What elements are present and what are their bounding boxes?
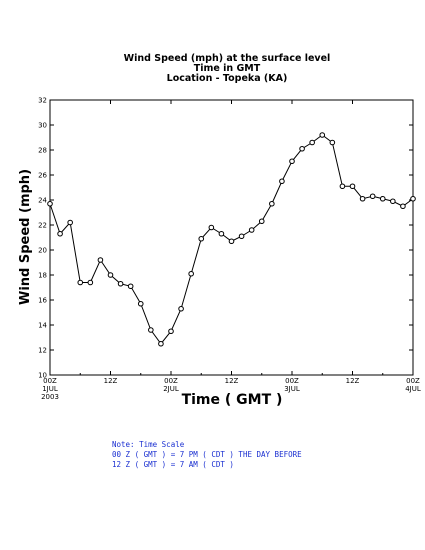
y-tick-label: 10 — [38, 372, 47, 380]
y-tick-label: 26 — [38, 172, 47, 180]
data-point — [369, 193, 376, 200]
y-tick-label: 22 — [38, 222, 47, 230]
data-point — [188, 270, 194, 277]
data-point — [57, 230, 63, 237]
data-point — [87, 279, 94, 286]
note-line-12z: 12 Z ( GMT ) = 7 AM ( CDT ) — [112, 460, 234, 469]
data-point — [359, 195, 366, 202]
x-tick-label: 4JUL — [405, 385, 421, 393]
note-line-00z: 00 Z ( GMT ) = 7 PM ( CDT ) THE DAY BEFO… — [112, 450, 302, 459]
data-point — [390, 198, 396, 205]
plot-area-frame — [49, 99, 414, 376]
y-tick-label: 12 — [38, 347, 47, 355]
data-point — [117, 280, 124, 287]
x-tick-label: 3JUL — [284, 385, 300, 393]
y-tick-label: 16 — [38, 297, 47, 305]
data-point — [309, 139, 315, 146]
data-point — [299, 145, 305, 152]
data-point — [269, 200, 275, 207]
x-tick-label: 2003 — [41, 393, 59, 401]
y-tick-label: 18 — [38, 272, 47, 280]
data-point — [410, 195, 416, 202]
data-point — [168, 328, 174, 335]
data-point — [379, 195, 386, 202]
data-point — [228, 238, 235, 245]
x-tick-label: 12Z — [225, 377, 239, 385]
data-point — [400, 203, 406, 210]
wind-speed-series — [47, 132, 416, 347]
y-axis-ticks: 10 12 14 16 18 20 22 24 26 28 30 32 — [38, 97, 413, 380]
chart-title-block: Wind Speed (mph) at the surface level Ti… — [124, 53, 331, 84]
chart-subtitle-time: Time in GMT — [194, 63, 261, 74]
x-tick-label: 12Z — [104, 377, 118, 385]
data-point — [329, 139, 336, 146]
x-tick-label: 12Z — [346, 377, 360, 385]
x-tick-label: 1JUL — [42, 385, 58, 393]
data-point — [67, 219, 73, 226]
chart-title: Wind Speed (mph) at the surface level — [124, 53, 331, 64]
data-point — [339, 183, 346, 190]
x-axis-label: Time ( GMT ) — [182, 392, 283, 408]
data-point — [258, 218, 265, 225]
data-point — [77, 279, 84, 286]
time-scale-note: Note: Time Scale 00 Z ( GMT ) = 7 PM ( C… — [112, 440, 302, 470]
data-point — [47, 200, 53, 207]
data-point — [127, 283, 134, 290]
data-point — [279, 178, 285, 185]
data-point — [248, 227, 255, 233]
data-point — [289, 158, 295, 165]
x-tick-label: 00Z — [164, 377, 178, 385]
data-point — [158, 340, 164, 347]
y-tick-label: 28 — [38, 147, 47, 155]
data-point — [137, 300, 144, 307]
data-point — [319, 132, 326, 138]
y-tick-label: 32 — [38, 97, 47, 105]
y-tick-label: 14 — [38, 322, 47, 330]
chart-subtitle-location: Location - Topeka (KA) — [167, 73, 288, 84]
y-tick-label: 24 — [38, 197, 47, 205]
y-tick-label: 30 — [38, 122, 47, 130]
data-point — [97, 257, 104, 263]
data-point — [349, 183, 356, 190]
x-tick-label: 00Z — [43, 377, 57, 385]
data-point — [107, 272, 114, 278]
data-point — [198, 235, 205, 242]
y-tick-label: 20 — [38, 247, 47, 255]
data-point — [208, 224, 215, 231]
y-axis-label: Wind Speed (mph) — [18, 169, 33, 305]
data-point — [148, 327, 154, 333]
data-point — [178, 305, 184, 312]
note-heading: Note: Time Scale — [112, 440, 185, 449]
data-point — [238, 233, 245, 240]
x-tick-label: 00Z — [406, 377, 420, 385]
x-tick-label: 00Z — [285, 377, 299, 385]
x-tick-label: 2JUL — [163, 385, 179, 393]
data-point — [218, 230, 225, 237]
